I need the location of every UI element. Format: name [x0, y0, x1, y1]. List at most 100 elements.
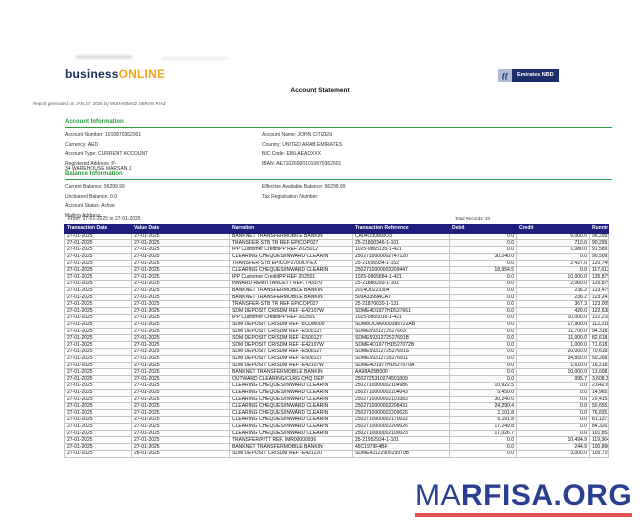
transaction-row: 27-01-2025 27-01-2025 CLEARING CHEQUES/INW… — [64, 429, 609, 438]
cell-narration: BANKNET TRANSFERMOBILE BANKIN — [229, 286, 353, 295]
cell-debit: 0.0 — [449, 259, 517, 268]
emirates-nbd-mark-icon — [498, 69, 512, 82]
cell-debit: 0.0 — [449, 436, 517, 445]
cell-narration: CLEARING CHEQUES/INWARD CLEARIN — [229, 429, 353, 438]
transaction-row: 27-01-2025 27-01-2025 SDM DEPOSIT CR/SDM R… — [64, 334, 609, 343]
cell-value_date: 27-01-2025 — [131, 334, 230, 343]
cell-credit: 0.0 — [516, 388, 590, 397]
cell-reference: SDME59312725276911 — [352, 354, 450, 363]
cell-credit: 10,494.9 — [516, 436, 590, 445]
bic-code-field: BIC Code: EBILAEADXXX — [262, 151, 321, 157]
cell-reference: 2502710000002209026 — [352, 422, 450, 431]
emirates-nbd-logo: Emirates NBD — [498, 69, 559, 82]
cell-reference: CA04O30800O3 — [352, 232, 450, 241]
cell-credit: 11,000.0 — [516, 334, 590, 343]
transactions-table-body: 27-01-2025 27-01-2025 BANKNET TRANSFERMOBI… — [64, 232, 609, 458]
cell-transaction_date: 27-01-2025 — [64, 382, 132, 390]
cell-reference: SDME5931272527663 — [352, 327, 450, 336]
transaction-row: 27-01-2025 27-01-2025 SDM DEPOSIT CR/SDM R… — [64, 361, 609, 370]
transaction-row: 27-01-2025 27-01-2025 TRANSFER-STB EPICOP2… — [64, 259, 609, 268]
cell-running_balance: 117,613.64 — [589, 266, 609, 275]
cell-running_balance: 71,618.37 — [589, 341, 609, 350]
cell-debit: 0.0 — [449, 307, 517, 316]
cell-debit: 30,240.0 — [449, 395, 517, 404]
cell-transaction_date: 27-01-2025 — [64, 327, 132, 336]
cell-debit: 0.0 — [449, 280, 517, 288]
cell-transaction_date: 27-01-2025 — [64, 232, 132, 241]
cell-running_balance: 13,608.37 — [589, 368, 609, 377]
cell-transaction_date: 27-01-2025 — [64, 395, 132, 404]
cell-running_balance: 101,853.31 — [589, 429, 609, 438]
country-field: Country: UNITED ARAB EMIRATES — [262, 141, 343, 148]
scan-artifact — [162, 57, 228, 60]
cell-running_balance: 50,655.11 — [589, 402, 609, 411]
cell-transaction_date: 27-01-2025 — [64, 409, 132, 418]
balance-information-section: Balance Information Current Balance: 962… — [65, 171, 612, 223]
cell-transaction_date: 27-01-2025 — [64, 293, 132, 302]
cell-running_balance: 90,299.99 — [589, 239, 609, 248]
cell-running_balance: 16,218.37 — [589, 361, 609, 370]
cell-value_date: 27-01-2025 — [131, 402, 230, 411]
cell-running_balance: 135,879.11 — [589, 273, 609, 282]
iban-field: IBAN: AE710260001010870362901 — [262, 160, 342, 167]
cell-credit: 710.0 — [516, 239, 590, 248]
cell-debit: 0.0 — [449, 239, 517, 248]
currency-field: Currency: AED — [65, 141, 99, 148]
cell-running_balance: 50,268.37 — [589, 354, 609, 363]
cell-running_balance: 70,618.37 — [589, 348, 609, 356]
cell-transaction_date: 27-01-2025 — [64, 300, 132, 309]
cell-transaction_date: 27-01-2025 — [64, 314, 132, 322]
cell-running_balance: 100,860.08 — [589, 443, 609, 451]
transaction-row: 27-01-2025 27-01-2025 CLEARING CHEQUES/INW… — [64, 395, 609, 404]
cell-reference: 2014O0223304 — [352, 286, 450, 295]
emirates-nbd-logo-text: Emirates NBD — [512, 69, 559, 82]
cell-debit: 17,249.8 — [449, 422, 517, 431]
cell-transaction_date: 27-01-2025 — [64, 354, 132, 363]
page-title: Account Statement — [290, 87, 350, 94]
cell-running_balance: 3,608.37 — [589, 375, 609, 384]
cell-transaction_date: 27-01-2025 — [64, 436, 132, 445]
cell-value_date: 27-01-2025 — [131, 327, 230, 336]
cell-running_balance: 123,479.11 — [589, 286, 609, 295]
cell-narration: CLEARING CHEQUES/INWARD CLEARIN — [229, 395, 353, 404]
cell-reference: 2502710000002104043 — [352, 388, 450, 397]
transaction-row: 27-01-2025 27-01-2025 BANKNET TRANSFERMOBI… — [64, 293, 609, 302]
transaction-row: 27-01-2025 27-01-2025 IPP Customer CreditI… — [64, 273, 609, 282]
cell-reference: SDME5931272527691S — [352, 348, 450, 356]
cell-value_date: 27-01-2025 — [131, 361, 230, 370]
transaction-row: 27-01-2025 27-01-2025 SDM DEPOSIT CR/SDM R… — [64, 348, 609, 356]
account-number-field: Account Number: 1010870362901 — [65, 132, 142, 138]
header-row: Transaction Date Value Date Narration Trans… — [64, 224, 609, 234]
transaction-row: 27-01-2025 28-01-2025 SDM DEPOSIT CR/SDM R… — [64, 450, 609, 458]
cell-value_date: 27-01-2025 — [131, 232, 230, 241]
current-balance-field: Current Balance: 96299.99 — [65, 184, 125, 190]
cell-running_balance: 84,326.71 — [589, 422, 609, 431]
cell-transaction_date: 27-01-2025 — [64, 259, 132, 268]
transaction-row: 27-01-2025 27-01-2025 IPP Customer CreditI… — [64, 246, 609, 254]
transaction-row: 27-01-2025 27-01-2025 INWARD REMITTANCETT … — [64, 280, 609, 288]
mailing-address-field: Mailing Address: — [65, 212, 102, 219]
transaction-row: 27-01-2025 27-01-2025 TRANSFER/P/TT REF. I… — [64, 436, 609, 445]
cell-transaction_date: 27-01-2025 — [64, 368, 132, 377]
cell-credit: 6,000.0 — [516, 232, 590, 241]
cell-transaction_date: 27-01-2025 — [64, 239, 132, 248]
cell-debit: 0.0 — [449, 246, 517, 254]
cell-reference: 25-21880293-1-101 — [352, 280, 450, 288]
cell-reference: 2502710000002209026 — [352, 409, 450, 418]
account-status-field: Account Status: Active — [65, 203, 115, 209]
scan-artifact — [76, 55, 132, 59]
cell-credit: 0.0 — [516, 409, 590, 418]
cell-reference: 2502710000002101083 — [352, 395, 450, 404]
cell-value_date: 27-01-2025 — [131, 354, 230, 363]
cell-narration: TRANSFER-STB TR REF EPICOP027 — [229, 239, 353, 248]
cell-running_balance: 91,589.99 — [589, 246, 609, 254]
effective-available-balance-field: Effective Available Balance: 96299.99 — [262, 184, 346, 190]
cell-debit: 17,026.7 — [449, 429, 517, 438]
cell-debit: 0.0 — [449, 327, 517, 336]
cell-credit: 10,000.0 — [516, 314, 590, 322]
account-info-left-column: Account Number: 1010870362901 Currency: … — [65, 133, 262, 176]
cell-narration: SDM DEPOSIT CR/SDM REF -E42107W — [229, 341, 353, 350]
cell-narration: TRANSFER/P/TT REF. IMR00000936 — [229, 436, 353, 445]
balance-info-left-column: Current Balance: 96299.99 Uncleared Bala… — [65, 185, 262, 223]
cell-credit: 244.9 — [516, 443, 590, 451]
